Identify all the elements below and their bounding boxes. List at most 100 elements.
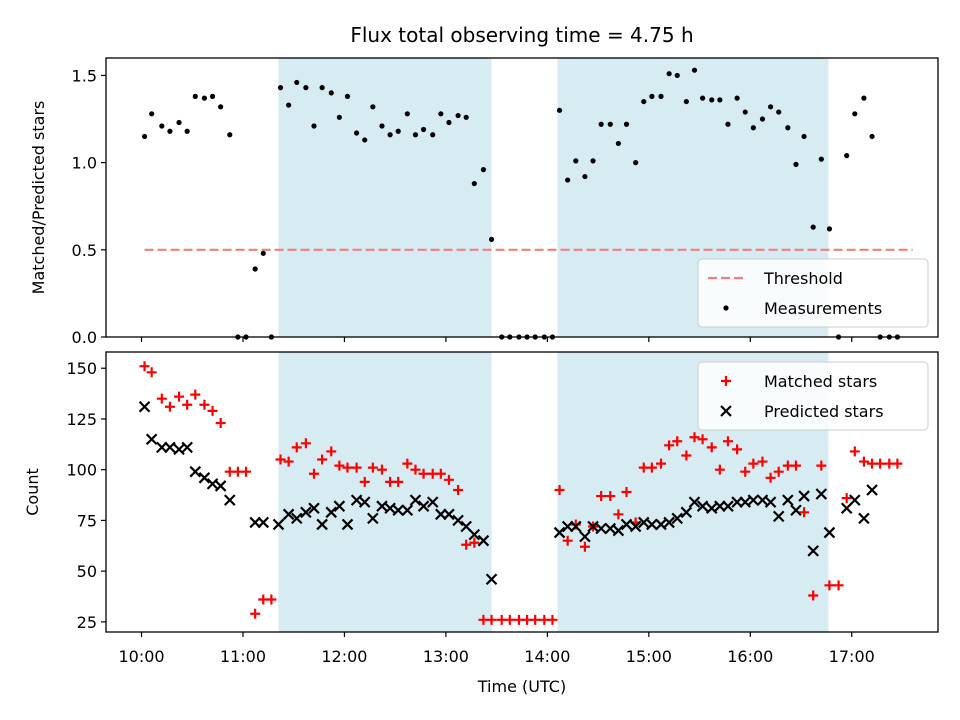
predicted-point (308, 502, 320, 515)
matched-point (605, 491, 616, 502)
legend-entry-label: Predicted stars (764, 402, 884, 421)
predicted-point (376, 500, 388, 512)
predicted-point (367, 512, 379, 525)
matched-point (418, 468, 429, 479)
measurement-point (709, 97, 715, 103)
measurement-point (556, 107, 563, 113)
matched-point (732, 444, 743, 455)
matched-point (664, 440, 675, 451)
measurement-point (209, 93, 216, 99)
predicted-point (350, 494, 363, 506)
measurement-point (184, 128, 190, 134)
predicted-point (655, 518, 667, 531)
measurement-point (582, 173, 588, 180)
predicted-point (696, 500, 709, 512)
measurement-point (844, 153, 850, 159)
matched-point (530, 614, 541, 625)
measurement-point (480, 167, 487, 173)
x-tick-label: 11:00 (220, 647, 266, 666)
bottom-panel: 25 50 75 100 125 150 10:00 11:00 12:00 13:00 14:00… (23, 351, 939, 666)
predicted-point (823, 526, 836, 539)
predicted-point (739, 496, 751, 508)
predicted-point (553, 526, 566, 539)
legend-entry-label: Measurements (764, 299, 882, 318)
predicted-point (807, 545, 819, 557)
x-tick-label: 14:00 (524, 647, 570, 666)
predicted-point (722, 500, 734, 512)
x-axis-label: Time (UTC) (477, 677, 566, 696)
predicted-point (272, 518, 285, 531)
measurement-point (565, 177, 571, 183)
measurement-point (227, 132, 233, 138)
measurement-point (666, 71, 672, 77)
x-tick-label: 10:00 (118, 647, 164, 666)
predicted-point (477, 534, 490, 547)
predicted-point (569, 520, 582, 533)
matched-point (697, 434, 708, 445)
matched-point (554, 484, 565, 495)
observing-span (278, 58, 492, 337)
predicted-point (409, 494, 422, 506)
legend-matched-swatch (721, 376, 731, 386)
measurement-point (725, 121, 731, 127)
matched-point (156, 393, 167, 404)
matched-point (453, 484, 464, 495)
matched-point (596, 491, 607, 502)
x-tick-label: 16:00 (727, 647, 773, 666)
matched-point (748, 458, 759, 469)
measurement-point (387, 132, 393, 138)
measurement-point (488, 236, 495, 242)
y-axis-label: Matched/Predicted stars (29, 101, 48, 295)
series-measurements (141, 67, 901, 340)
predicted-point (468, 528, 481, 541)
measurement-point (412, 132, 419, 138)
predicted-point (206, 478, 219, 490)
matched-point (504, 614, 515, 625)
x-tick-label: 13:00 (423, 647, 469, 666)
matched-point (681, 450, 692, 461)
measurement-point (149, 111, 155, 117)
y-tick-label: 125 (66, 410, 97, 429)
legend-entry-label: Matched stars (764, 372, 877, 391)
measurement-point (463, 114, 469, 120)
y-tick-label: 0.5 (72, 241, 97, 260)
matched-point (283, 456, 294, 467)
predicted-point (333, 500, 346, 512)
matched-point (207, 405, 218, 416)
legend-measurement-swatch (723, 305, 729, 311)
predicted-point (620, 518, 633, 531)
predicted-point (282, 508, 295, 521)
measurement-point (328, 90, 334, 96)
matched-point (182, 399, 193, 410)
measurement-point (201, 95, 208, 101)
matched-point (275, 454, 286, 465)
predicted-point (316, 518, 328, 531)
chart-title: Flux total observing time = 4.75 h (350, 23, 693, 47)
legend: Matched stars Predicted stars (697, 361, 929, 431)
y-axis-label: Count (23, 468, 42, 516)
predicted-point (214, 480, 227, 492)
measurement-point (633, 160, 639, 166)
matched-point (621, 487, 632, 497)
matched-point (486, 614, 497, 625)
legend-entry-label: Threshold (763, 269, 843, 288)
matched-point (461, 539, 472, 550)
predicted-point (189, 465, 202, 478)
measurement-point (455, 112, 461, 119)
predicted-point (426, 496, 439, 508)
matched-point (858, 456, 869, 467)
measurement-point (818, 156, 824, 162)
measurement-point (159, 123, 165, 129)
matched-point (790, 460, 801, 471)
predicted-point (646, 518, 658, 531)
measurement-point (446, 119, 452, 126)
matched-point (875, 458, 886, 469)
matched-point (799, 507, 810, 518)
measurement-point (430, 132, 436, 138)
matched-point (562, 535, 573, 546)
matched-point (199, 399, 210, 410)
legend-box (697, 361, 929, 431)
measurement-point (861, 95, 867, 101)
matched-point (266, 594, 277, 605)
